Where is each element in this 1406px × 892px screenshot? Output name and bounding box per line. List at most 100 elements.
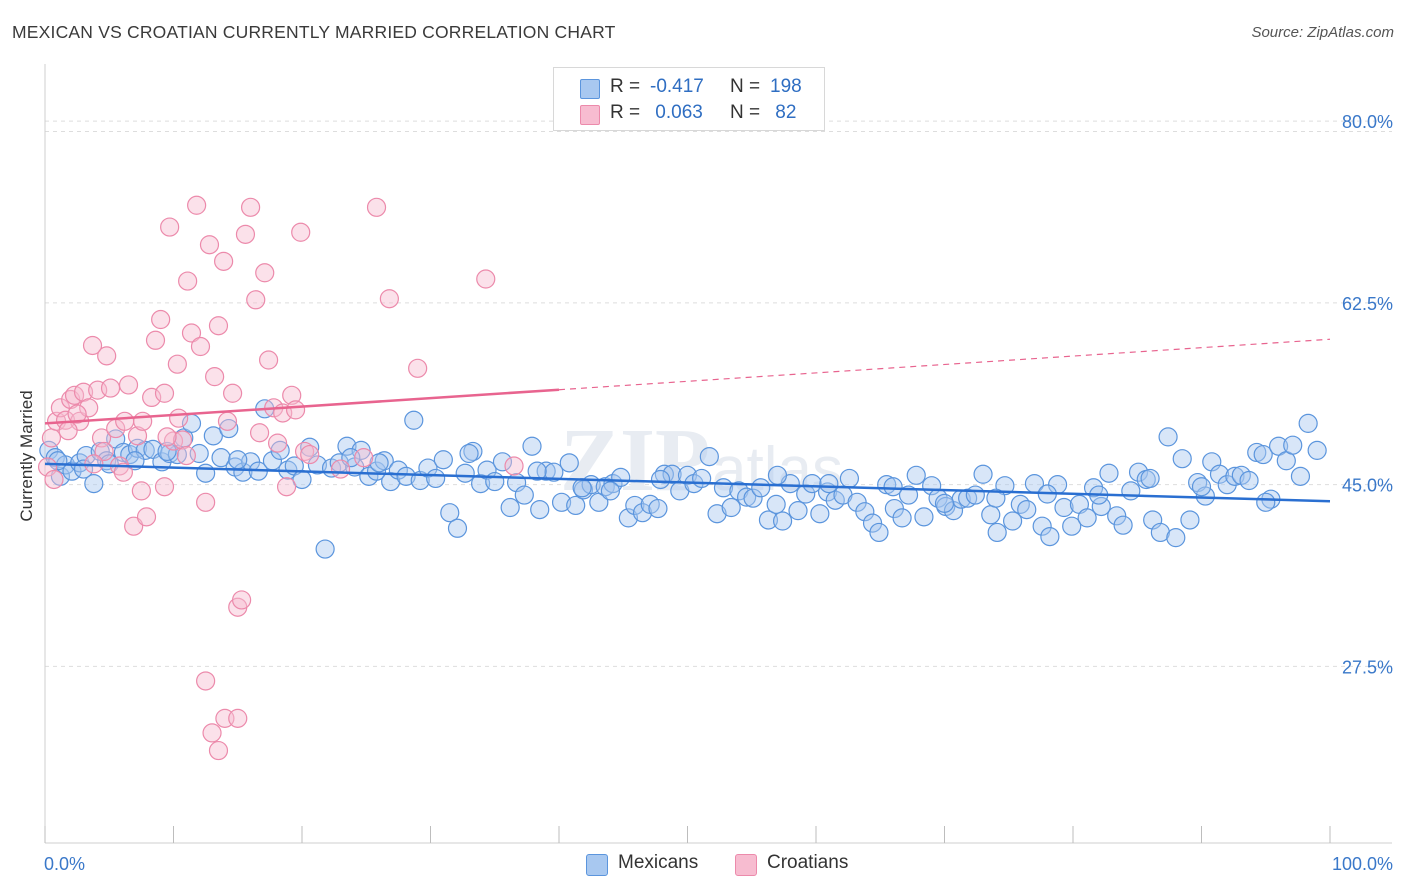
croatian-point	[196, 492, 216, 512]
mexican-point	[219, 418, 239, 439]
mexican-point	[758, 510, 779, 530]
mexican-point	[381, 471, 401, 492]
mexicans-trend-line	[44, 462, 1331, 503]
croatian-point	[151, 309, 171, 330]
mexican-point	[802, 474, 822, 494]
mexican-point	[492, 452, 513, 472]
mexican-point	[459, 443, 479, 464]
croatian-point	[178, 271, 198, 291]
mexican-point	[270, 440, 290, 460]
croatian-point	[217, 411, 238, 431]
croatian-point	[208, 316, 229, 336]
mexican-point	[958, 488, 978, 508]
mexican-point	[986, 488, 1006, 508]
croatian-point	[44, 469, 64, 490]
y-tick-label: 62.5%	[1342, 294, 1393, 314]
croatian-point	[504, 456, 524, 476]
mexican-point	[1113, 515, 1133, 535]
mexican-point	[559, 453, 579, 473]
croatian-point	[258, 350, 279, 370]
mexican-point	[196, 463, 216, 483]
croatian-point	[190, 336, 211, 357]
croatian-point	[113, 462, 133, 482]
mexican-point	[1107, 506, 1127, 526]
mexican-point	[987, 522, 1007, 543]
mexican-point	[544, 462, 564, 482]
mexican-point	[751, 478, 771, 498]
mexican-point	[455, 463, 475, 483]
mexican-point	[743, 488, 763, 508]
mexican-point	[654, 464, 674, 484]
mexican-point	[485, 471, 505, 492]
croatian-point	[167, 354, 187, 374]
croatian-point	[67, 404, 87, 424]
mexican-point	[337, 436, 357, 456]
chart-source: Source: ZipAtlas.com	[1251, 24, 1394, 41]
croatian-point	[291, 222, 311, 242]
croatian-point	[115, 411, 135, 431]
mexicans-legend-label: Mexicans	[618, 852, 699, 873]
croatian-point	[157, 427, 177, 447]
croatian-point	[131, 481, 151, 501]
mexican-point	[906, 465, 926, 485]
croatians-legend-label: Croatians	[767, 852, 849, 873]
croatian-point	[232, 590, 252, 610]
mexican-point	[1253, 444, 1273, 465]
croatian-point	[267, 433, 288, 453]
croatian-point	[300, 444, 320, 465]
mexican-point	[160, 443, 180, 464]
mexican-point	[1003, 511, 1023, 531]
mexican-point	[514, 485, 534, 505]
mexican-point	[522, 436, 542, 456]
mexican-point	[648, 498, 668, 519]
mexican-point	[898, 485, 919, 505]
mexican-point	[84, 474, 104, 494]
croatian-point	[154, 477, 175, 497]
croatian-point	[294, 441, 315, 462]
mexican-point	[1290, 466, 1311, 486]
legend-r-label: R =	[610, 76, 646, 97]
mexican-point	[1307, 440, 1327, 460]
mexican-point	[1298, 413, 1318, 433]
mexican-point	[767, 465, 788, 485]
mexican-point	[1256, 492, 1276, 512]
mexican-point	[914, 507, 934, 527]
croatian-point	[142, 387, 162, 408]
croatian-point	[58, 421, 78, 441]
svg-text:ZIP: ZIP	[560, 411, 710, 510]
legend-n-label: N =	[730, 76, 766, 97]
mexican-point	[1140, 468, 1160, 489]
mexican-point	[447, 518, 468, 538]
croatian-point	[214, 251, 234, 271]
mexican-point	[973, 464, 993, 484]
mexican-point	[618, 508, 638, 528]
legend-r-value: -0.417	[650, 76, 704, 97]
mexican-point	[477, 460, 497, 480]
croatian-point	[330, 459, 351, 479]
mexican-point	[396, 466, 416, 486]
croatian-point	[127, 426, 148, 446]
mexican-point	[233, 462, 253, 482]
mexican-point	[766, 494, 786, 514]
tick-labels: 27.5% 45.0% 62.5% 80.0% 0.0% 100.0%	[44, 112, 1393, 874]
mexican-point	[157, 441, 177, 462]
x-tick-label: 0.0%	[44, 854, 85, 874]
croatian-point	[223, 383, 243, 403]
mexican-point	[1180, 510, 1200, 530]
croatian-point	[100, 378, 121, 398]
mexican-point	[1191, 477, 1212, 497]
croatian-point	[118, 375, 139, 395]
svg-text:atlas: atlas	[712, 435, 843, 504]
y-tick-label: 80.0%	[1342, 112, 1393, 132]
croatian-point	[50, 398, 71, 418]
points-layer	[37, 195, 1327, 761]
croatian-point	[79, 398, 99, 418]
mexican-point	[307, 455, 328, 475]
mexicans-legend-swatch	[586, 854, 608, 876]
mexican-point	[819, 474, 839, 494]
croatians-legend-swatch	[735, 854, 757, 876]
mexican-point	[981, 505, 1001, 525]
mexican-point	[1091, 496, 1111, 517]
mexican-point	[1040, 526, 1060, 547]
